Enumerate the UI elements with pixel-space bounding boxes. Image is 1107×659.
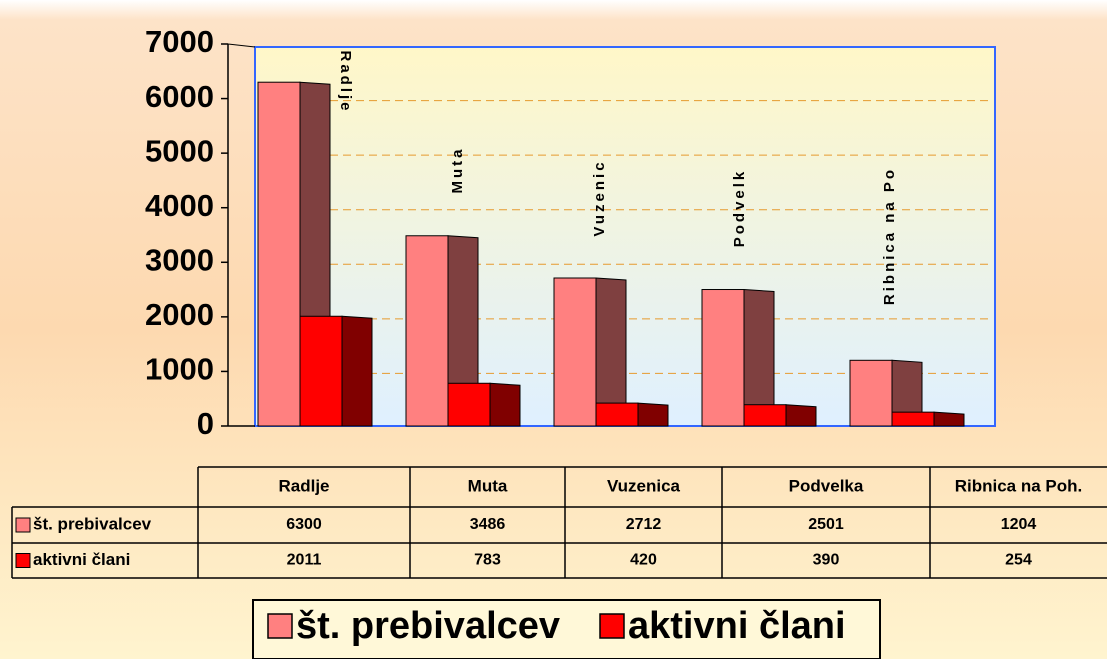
table-header: Ribnica na Poh. <box>955 476 1083 495</box>
y-tick-label: 3000 <box>145 242 214 277</box>
bar-side <box>489 382 521 427</box>
annotation: Ribnica na Po <box>881 167 898 305</box>
table-legend-key <box>15 553 31 568</box>
table-legend-key <box>15 517 31 533</box>
bar <box>299 315 343 427</box>
y-tick-label: 0 <box>197 406 214 441</box>
bar <box>405 235 449 427</box>
bar <box>891 411 935 427</box>
wall-edge <box>227 43 256 48</box>
legend-label: št. prebivalcev <box>296 605 560 647</box>
legend <box>252 599 881 659</box>
legend-key <box>599 613 625 639</box>
table-row-label: aktivni člani <box>33 550 130 569</box>
bar <box>553 277 597 427</box>
bar <box>257 81 301 427</box>
table-cell: 390 <box>813 552 840 569</box>
bar <box>595 402 639 427</box>
table-cell: 783 <box>474 552 501 569</box>
legend-key <box>267 613 293 639</box>
table-cell: 420 <box>630 552 657 569</box>
table-cell: 6300 <box>286 516 322 533</box>
table-cell: 2501 <box>808 516 844 533</box>
table-cell: 254 <box>1005 552 1032 569</box>
table-row-label: št. prebivalcev <box>33 514 152 533</box>
table-cell: 3486 <box>470 516 506 533</box>
bar <box>701 289 745 427</box>
annotation: Vuzenic <box>591 159 608 236</box>
y-tick-label: 2000 <box>145 297 214 332</box>
y-tick-label: 7000 <box>145 24 214 59</box>
table-cell: 1204 <box>1001 516 1037 533</box>
y-tick-label: 4000 <box>145 188 214 223</box>
bar-side <box>341 315 373 427</box>
table-header: Muta <box>468 476 508 495</box>
bar-side <box>933 411 965 427</box>
annotation: Muta <box>449 147 466 194</box>
bar <box>447 382 491 427</box>
table-cell: 2712 <box>626 516 662 533</box>
bar-side <box>785 404 817 427</box>
bar <box>849 359 893 427</box>
table-header: Radlje <box>278 476 329 495</box>
bar-side <box>637 402 669 427</box>
table-header: Vuzenica <box>607 476 681 495</box>
y-tick-label: 5000 <box>145 133 214 168</box>
annotation: Radlje <box>337 50 354 113</box>
y-tick-label: 6000 <box>145 79 214 114</box>
table-cell: 2011 <box>287 552 322 569</box>
table-header: Podvelka <box>789 476 864 495</box>
annotation: Podvelk <box>731 169 748 248</box>
y-tick-label: 1000 <box>145 352 214 387</box>
bar <box>743 404 787 427</box>
legend-label: aktivni člani <box>628 605 846 647</box>
